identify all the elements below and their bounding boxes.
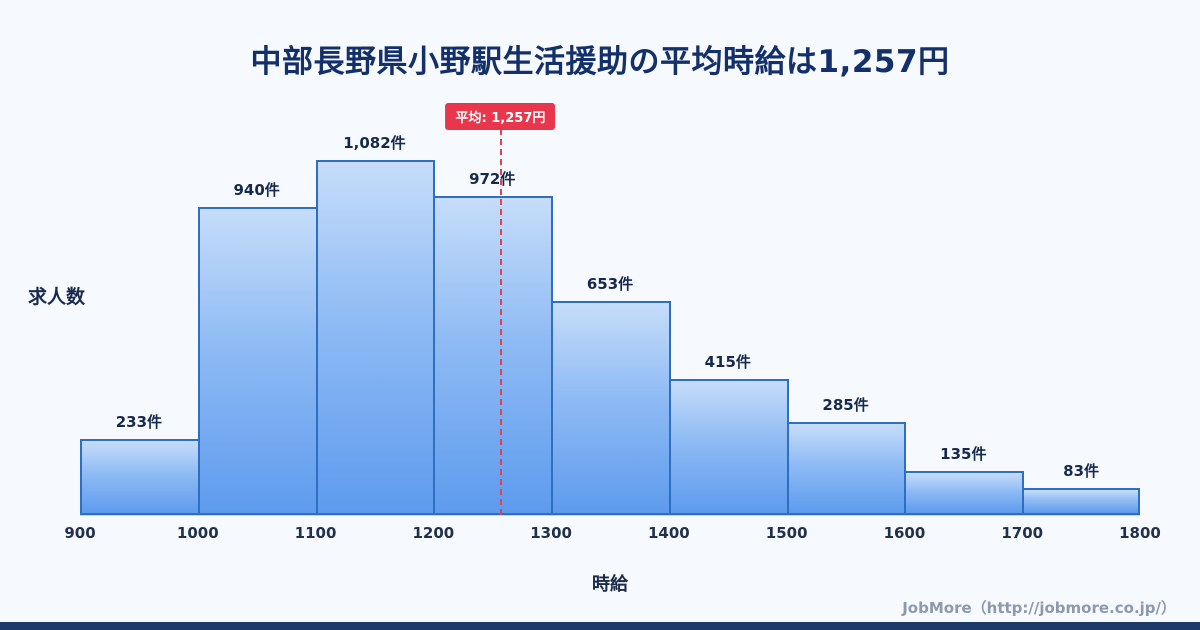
x-tick-label: 1700 bbox=[1001, 524, 1044, 542]
x-tick-label: 1400 bbox=[648, 524, 690, 542]
page-title: 中部長野県小野駅生活援助の平均時給は1,257円 bbox=[250, 44, 950, 80]
histogram-bar bbox=[315, 160, 436, 515]
bar-value-label: 233件 bbox=[115, 412, 163, 431]
bar-value-label: 653件 bbox=[586, 274, 634, 293]
credit-text: JobMore（http://jobmore.co.jp/） bbox=[902, 599, 1176, 617]
x-tick-label: 1200 bbox=[412, 524, 455, 542]
y-axis-label: 求人数 bbox=[28, 286, 86, 308]
average-line bbox=[500, 129, 503, 515]
x-tick-label: 1300 bbox=[530, 524, 572, 542]
x-tick-label: 1800 bbox=[1119, 524, 1161, 542]
x-axis-label: 時給 bbox=[592, 574, 628, 595]
histogram-bar bbox=[197, 206, 318, 515]
bar-value-label: 135件 bbox=[940, 444, 987, 463]
histogram-bar bbox=[433, 196, 554, 515]
bar-value-label: 285件 bbox=[822, 395, 869, 414]
histogram-bar bbox=[786, 421, 907, 515]
bar-value-label: 1,082件 bbox=[343, 134, 406, 153]
histogram-bar bbox=[668, 378, 789, 515]
x-axis-line bbox=[80, 515, 1140, 516]
x-axis-ticks: 900 1000 1100 1200 1300 1400 1500 1600 1700 1800 bbox=[64, 524, 1161, 544]
x-tick-label: 1000 bbox=[176, 524, 219, 542]
histogram-plot: 233件 940件 1,082件 972件 653件 415件 285件 135件 83件 bbox=[80, 115, 1140, 516]
bar-value-label: 940件 bbox=[233, 180, 280, 199]
histogram-bar bbox=[80, 438, 200, 515]
x-tick-label: 1100 bbox=[294, 524, 337, 542]
x-tick-label: 1600 bbox=[883, 524, 926, 542]
x-tick-label: 1500 bbox=[765, 524, 808, 542]
bar-value-label: 83件 bbox=[1063, 461, 1100, 480]
bar-value-label: 415件 bbox=[704, 352, 751, 371]
histogram-bar bbox=[904, 470, 1025, 515]
bar-value-label: 972件 bbox=[469, 170, 516, 189]
bottom-accent-bar bbox=[0, 622, 1200, 630]
average-badge: 平均: 1,257円 bbox=[445, 103, 556, 130]
x-tick-label: 900 bbox=[64, 524, 96, 542]
histogram-bar bbox=[551, 300, 671, 515]
histogram-bar bbox=[1022, 487, 1140, 515]
